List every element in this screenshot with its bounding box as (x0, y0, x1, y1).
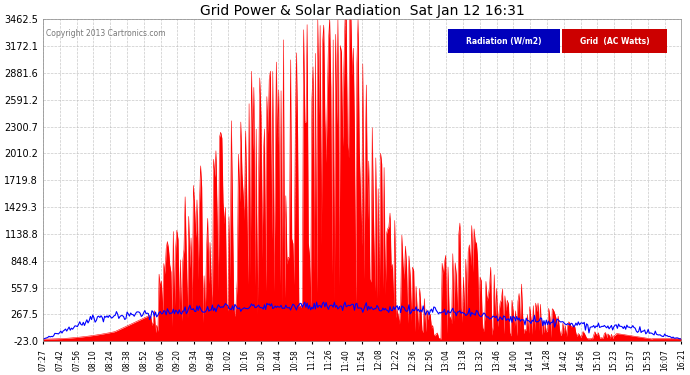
Text: Grid  (AC Watts): Grid (AC Watts) (580, 36, 649, 45)
FancyBboxPatch shape (562, 29, 667, 53)
Text: Radiation (W/m2): Radiation (W/m2) (466, 36, 542, 45)
FancyBboxPatch shape (448, 29, 560, 53)
Text: Copyright 2013 Cartronics.com: Copyright 2013 Cartronics.com (46, 29, 166, 38)
Title: Grid Power & Solar Radiation  Sat Jan 12 16:31: Grid Power & Solar Radiation Sat Jan 12 … (200, 4, 524, 18)
